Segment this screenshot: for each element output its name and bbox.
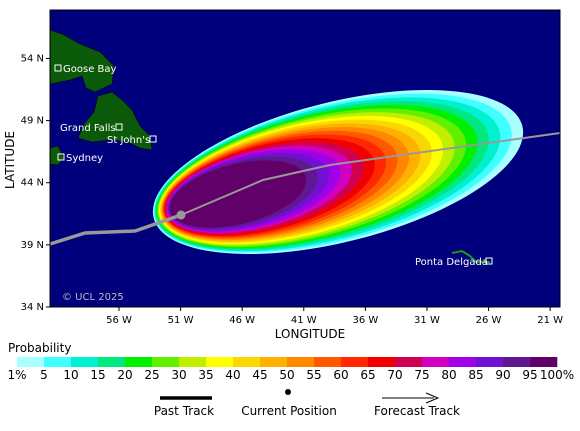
newfoundland bbox=[77, 91, 153, 151]
colorbar-label: 95 bbox=[522, 368, 537, 382]
colorbar-label: 15 bbox=[90, 368, 105, 382]
colorbar-cell bbox=[422, 357, 450, 367]
lon-tick-label: 51 W bbox=[168, 315, 194, 326]
colorbar-cell bbox=[71, 357, 99, 367]
colorbar-cell bbox=[395, 357, 423, 367]
lon-tick-label: 31 W bbox=[414, 315, 440, 326]
place-label: Sydney bbox=[66, 153, 103, 164]
place-marker bbox=[115, 123, 123, 131]
lon-axis-label: LONGITUDE bbox=[275, 327, 345, 341]
legend-forecast-arrow bbox=[425, 392, 440, 404]
lon-tick-label: 21 W bbox=[537, 315, 563, 326]
probability-field bbox=[152, 89, 524, 255]
place-labels: Goose Bay Grand Falls St John's Sydney P… bbox=[54, 64, 493, 268]
colorbar-cell bbox=[341, 357, 369, 367]
colorbar-label: 25 bbox=[144, 368, 159, 382]
colorbar-cell bbox=[449, 357, 477, 367]
colorbar-label: 80 bbox=[441, 368, 456, 382]
place-marker bbox=[149, 135, 157, 143]
legend-past-label: Past Track bbox=[154, 404, 214, 418]
lat-axis-label: LATITUDE bbox=[3, 131, 17, 189]
colorbar-cell bbox=[179, 357, 207, 367]
colorbar-label: 20 bbox=[117, 368, 132, 382]
place-label: Ponta Delgada bbox=[415, 257, 488, 268]
colorbar-title: Probability bbox=[8, 341, 71, 355]
colorbar-cell bbox=[476, 357, 504, 367]
colorbar-label: 75 bbox=[414, 368, 429, 382]
colorbar-label: 70 bbox=[387, 368, 402, 382]
colorbar-cell bbox=[98, 357, 126, 367]
place-marker bbox=[54, 64, 62, 72]
colorbar-label: 85 bbox=[468, 368, 483, 382]
lat-tick-label: 39 N bbox=[21, 240, 44, 251]
lon-tick-label: 46 W bbox=[229, 315, 255, 326]
lat-tick-label: 54 N bbox=[21, 53, 44, 64]
lon-tick-label: 41 W bbox=[291, 315, 317, 326]
place-marker bbox=[57, 153, 65, 161]
labrador bbox=[49, 29, 115, 93]
colorbar-label: 50 bbox=[279, 368, 294, 382]
colorbar-label: 55 bbox=[306, 368, 321, 382]
colorbar-cell bbox=[530, 357, 558, 367]
legend-current-label: Current Position bbox=[241, 404, 337, 418]
colorbar-label: 10 bbox=[63, 368, 78, 382]
colorbar: 1% 5 10 15 20 25 30 35 40 45 50 55 60 65 70 75 80 85 90 95 1… bbox=[7, 357, 574, 382]
colorbar-label: 90 bbox=[495, 368, 510, 382]
copyright: © UCL 2025 bbox=[62, 292, 124, 303]
lat-tick-label: 34 N bbox=[21, 302, 44, 313]
colorbar-cell bbox=[368, 357, 396, 367]
colorbar-label: 60 bbox=[333, 368, 348, 382]
colorbar-cell bbox=[152, 357, 180, 367]
lon-tick-label: 36 W bbox=[352, 315, 378, 326]
map-frame bbox=[49, 9, 561, 308]
lon-tick-label: 56 W bbox=[106, 315, 132, 326]
colorbar-cell bbox=[314, 357, 342, 367]
place-label: St John's bbox=[107, 135, 150, 146]
lat-tick-label: 49 N bbox=[21, 116, 44, 127]
legend-current-dot bbox=[285, 389, 291, 395]
colorbar-cell bbox=[233, 357, 261, 367]
colorbar-cell bbox=[17, 357, 45, 367]
colorbar-label: 100% bbox=[540, 368, 574, 382]
place-marker bbox=[485, 257, 493, 265]
colorbar-cell bbox=[44, 357, 72, 367]
place-label: Grand Falls bbox=[60, 123, 116, 134]
colorbar-label: 35 bbox=[198, 368, 213, 382]
lon-tick-label: 26 W bbox=[476, 315, 502, 326]
forecast-track bbox=[180, 132, 561, 216]
colorbar-cell bbox=[287, 357, 315, 367]
colorbar-label: 40 bbox=[225, 368, 240, 382]
colorbar-label: 45 bbox=[252, 368, 267, 382]
azores bbox=[451, 249, 490, 263]
colorbar-cell bbox=[206, 357, 234, 367]
colorbar-label: 5 bbox=[40, 368, 48, 382]
past-track bbox=[49, 213, 182, 246]
colorbar-cell bbox=[125, 357, 153, 367]
axes: 54 N 49 N 44 N 39 N 34 N 56 W 51 W 46 W 41 W 36 W… bbox=[21, 53, 564, 326]
current-position bbox=[176, 210, 186, 220]
colorbar-label: 1% bbox=[7, 368, 26, 382]
colorbar-cell bbox=[260, 357, 288, 367]
place-label: Goose Bay bbox=[63, 64, 117, 75]
colorbar-label: 30 bbox=[171, 368, 186, 382]
colorbar-label: 65 bbox=[360, 368, 375, 382]
colorbar-cell bbox=[503, 357, 531, 367]
lat-tick-label: 44 N bbox=[21, 178, 44, 189]
legend-forecast-label: Forecast Track bbox=[374, 404, 460, 418]
